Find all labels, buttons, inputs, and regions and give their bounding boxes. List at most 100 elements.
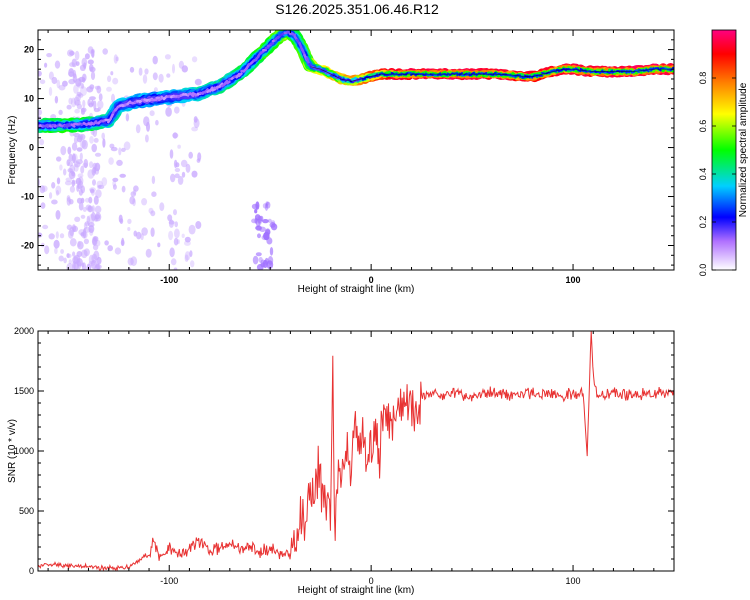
noise-blob <box>39 138 45 146</box>
noise-blob <box>89 96 96 101</box>
noise-blob <box>79 139 86 149</box>
noise-blob <box>93 100 97 110</box>
noise-blob <box>164 54 171 60</box>
noise-blob <box>188 224 196 235</box>
noise-blob <box>194 78 202 86</box>
snr-plot-area <box>38 331 674 571</box>
ridge-segment <box>140 98 146 103</box>
noise-blob <box>75 177 82 185</box>
noise-blob <box>89 136 94 144</box>
noise-blob <box>101 177 108 187</box>
ridge-segment <box>44 123 49 128</box>
noise-blob <box>181 233 185 238</box>
noise-blob <box>73 163 79 172</box>
noise-blob <box>94 205 102 214</box>
noise-blob <box>257 233 261 239</box>
noise-blob <box>94 152 102 157</box>
noise-blob <box>151 191 157 197</box>
ridge-segment <box>211 87 217 92</box>
x-tick-label: -100 <box>160 275 178 285</box>
noise-blob <box>68 259 73 265</box>
ridge-segment <box>264 46 270 50</box>
noise-blob <box>121 185 126 193</box>
noise-blob <box>66 224 73 231</box>
noise-blob <box>133 185 139 192</box>
y-tick-label: 0 <box>29 566 34 576</box>
ridge-segment <box>266 43 272 48</box>
ridge-segment <box>453 72 459 75</box>
noise-blob <box>69 62 76 67</box>
noise-blob <box>111 93 115 104</box>
y-tick-label: -10 <box>21 192 34 202</box>
noise-blob <box>62 168 67 176</box>
noise-blob <box>91 143 97 153</box>
noise-blob <box>89 161 94 169</box>
ridge-segment <box>347 78 352 82</box>
ridge-segment <box>191 92 197 96</box>
noise-blob <box>153 87 158 93</box>
noise-blob <box>74 216 81 222</box>
noise-blob <box>193 116 198 123</box>
ridge-segment <box>444 73 449 77</box>
x-tick-label: 100 <box>566 275 581 285</box>
noise-blob <box>65 177 73 182</box>
noise-blob <box>255 252 262 257</box>
noise-blob <box>72 73 77 83</box>
noise-blob <box>107 245 113 252</box>
noise-blob <box>102 138 106 148</box>
noise-blob <box>264 203 269 211</box>
noise-blob <box>55 190 60 196</box>
noise-blob <box>59 164 63 171</box>
noise-blob <box>104 240 109 246</box>
noise-blob <box>89 66 96 73</box>
noise-blob <box>152 72 158 81</box>
noise-blob <box>91 211 96 221</box>
noise-blob <box>127 227 131 231</box>
noise-blob <box>88 196 93 204</box>
noise-blob <box>145 134 149 143</box>
ridge-segment <box>225 80 231 85</box>
noise-blob <box>155 119 159 126</box>
noise-blob <box>79 152 83 161</box>
noise-blob <box>71 179 76 187</box>
noise-blob <box>48 71 54 80</box>
noise-blob <box>58 109 63 115</box>
ridge-segment <box>670 66 674 73</box>
noise-blob <box>159 202 165 212</box>
noise-blob <box>188 151 193 159</box>
noise-blob <box>39 79 46 85</box>
noise-blob <box>144 68 149 75</box>
noise-blob <box>69 50 75 56</box>
noise-blob <box>56 156 62 162</box>
noise-blob <box>157 242 161 248</box>
ridge-segment <box>332 73 337 78</box>
noise-blob <box>110 146 118 152</box>
noise-blob <box>151 175 156 185</box>
noise-blob <box>82 207 87 212</box>
noise-blob <box>174 228 180 239</box>
noise-blob <box>168 220 175 225</box>
noise-blob <box>255 225 262 231</box>
noise-blob <box>92 179 96 186</box>
noise-blob <box>169 247 175 258</box>
noise-blob <box>74 50 80 61</box>
noise-blob <box>115 56 119 62</box>
noise-blob <box>185 163 191 173</box>
noise-blob <box>73 261 79 270</box>
noise-blob <box>84 221 90 227</box>
noise-blob <box>94 214 101 220</box>
spectrogram-noise <box>38 46 278 270</box>
noise-blob <box>48 233 55 240</box>
noise-blob <box>73 96 80 106</box>
noise-blob <box>56 177 61 185</box>
spectrogram-frame <box>37 29 675 271</box>
noise-blob <box>66 253 72 259</box>
snr-series-line <box>38 331 674 571</box>
noise-blob <box>66 262 74 270</box>
noise-blob <box>94 217 99 222</box>
noise-blob <box>92 237 97 246</box>
noise-blob <box>106 86 112 92</box>
noise-blob <box>46 53 52 58</box>
noise-blob <box>254 217 258 224</box>
